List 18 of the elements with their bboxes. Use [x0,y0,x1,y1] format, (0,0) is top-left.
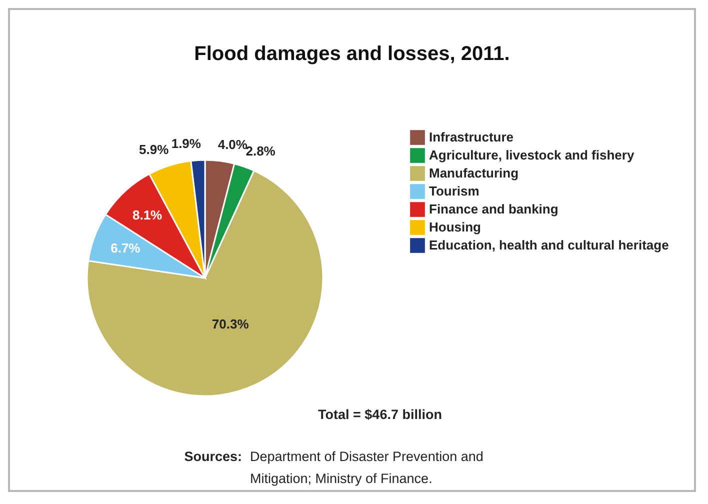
legend-label: Manufacturing [429,166,519,180]
text: Total = $46.7 billion [318,407,442,422]
source-note: Sources: [184,449,242,464]
data-label: 4.0% [218,137,248,152]
data-label: 2.8% [246,144,276,159]
legend-label: Agriculture, livestock and fishery [429,148,635,162]
text: Department of Disaster Prevention and Mitigation; Ministry of Finance. [250,449,484,486]
data-label: 5.9% [139,142,170,158]
legend-label: Tourism [429,184,480,198]
data-label: 70.3% [212,316,250,332]
data-label: 6.7% [110,240,141,256]
legend-label: Education, health and cultural heritage [429,238,669,252]
legend-label: Housing [429,220,482,234]
legend-label: Infrastructure [429,130,514,144]
data-label: 1.9% [171,136,202,152]
chart-title: Flood damages and losses, 2011. [194,43,510,65]
legend-label: Finance and banking [429,202,558,216]
data-label: 8.1% [132,208,163,223]
